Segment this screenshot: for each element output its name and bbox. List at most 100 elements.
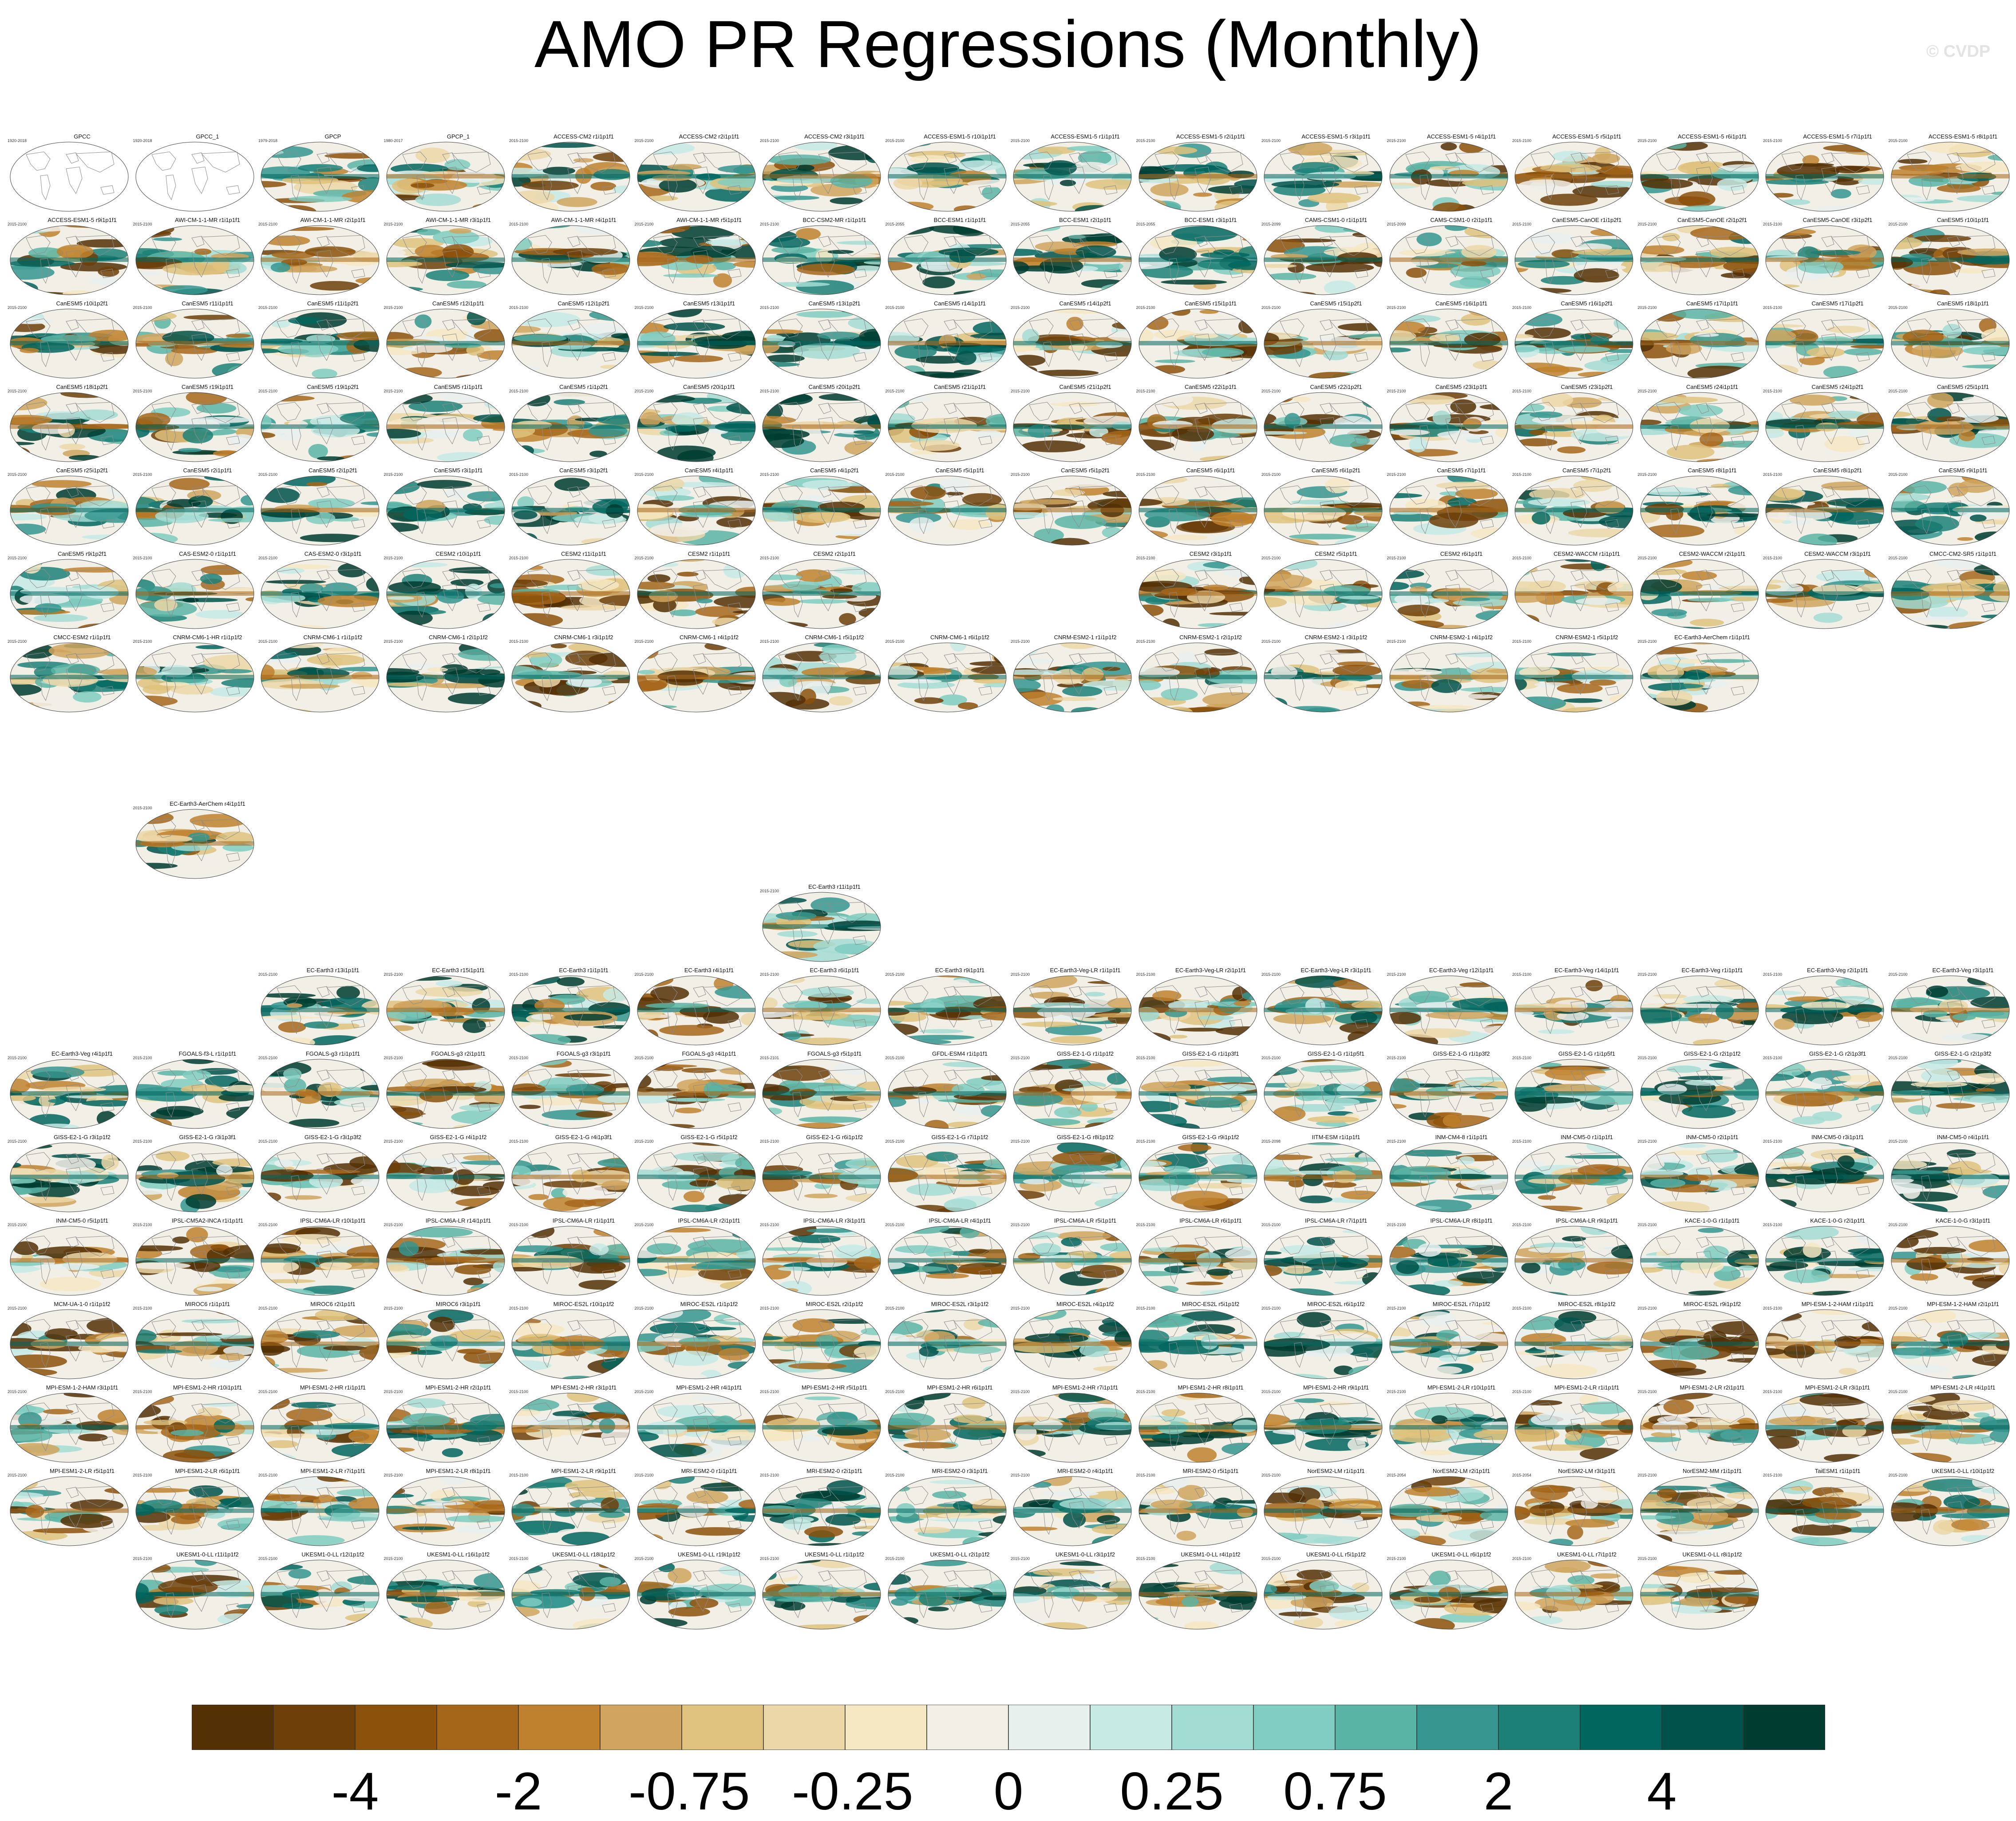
regression-map [135, 475, 255, 546]
panel-title: GPCC [33, 133, 131, 140]
regression-map [636, 1058, 756, 1129]
panel-title: MPI-ESM-1-2-HAM r3i1p1f1 [33, 1384, 131, 1391]
panel-title: CanESM5-CanOE r2i1p2f1 [1664, 217, 1761, 224]
regression-map [135, 1142, 255, 1213]
panel-title: MRI-ESM2-0 r5i1p1f1 [1162, 1468, 1260, 1475]
colorbar-bin [1335, 1705, 1417, 1750]
regression-map [1263, 1058, 1383, 1129]
regression-map [1890, 1225, 2010, 1296]
regression-map [1765, 1225, 1885, 1296]
panel-title: EC-Earth3-Veg-LR r3i1p1f1 [1287, 967, 1385, 974]
panel-title: ACCESS-CM2 r2i1p1f1 [660, 133, 758, 140]
panel-title: EC-Earth3-Veg r1i1p1f1 [1664, 967, 1761, 974]
panel-title: INM-CM5-0 r3i1p1f1 [1789, 1134, 1886, 1141]
regression-map [1389, 225, 1509, 296]
regression-map [511, 975, 631, 1046]
panel-title: MIROC6 r3i1p1f1 [410, 1301, 507, 1308]
panel-title: UKESM1-0-LL r18i1p1f2 [535, 1551, 632, 1558]
panel-title: CESM2 r5i1p1f1 [1287, 550, 1385, 558]
regression-map [762, 1392, 882, 1463]
panel-title: IPSL-CM6A-LR r7i1p1f1 [1287, 1217, 1385, 1224]
regression-map [762, 891, 882, 962]
panel-title: CanESM5 r10i1p1f1 [1914, 217, 2012, 224]
regression-map [386, 308, 506, 379]
regression-map [135, 392, 255, 463]
panel-title: IPSL-CM6A-LR r2i1p1f1 [660, 1217, 758, 1224]
panel-title: CanESM5 r18i1p1f1 [1914, 300, 2012, 307]
panel-title: CNRM-ESM2-1 r1i1p1f2 [1036, 634, 1134, 641]
panel-title: INM-CM5-0 r2i1p1f1 [1664, 1134, 1761, 1141]
regression-map [1640, 1142, 1759, 1213]
regression-map [260, 1058, 380, 1129]
regression-map [1890, 1309, 2010, 1380]
panel-title: MPI-ESM1-2-LR r7i1p1f1 [284, 1468, 382, 1475]
regression-map [135, 308, 255, 379]
regression-map [1514, 1225, 1634, 1296]
colorbar [192, 1705, 1825, 1750]
regression-map [1640, 1392, 1759, 1463]
regression-map [1389, 1392, 1509, 1463]
panel-title: UKESM1-0-LL r1i1p1f2 [786, 1551, 883, 1558]
colorbar-bin [1090, 1705, 1172, 1750]
regression-map [260, 141, 380, 212]
panel-title: GISS-E2-1-G r6i1p1f2 [786, 1134, 883, 1141]
regression-map [1012, 975, 1132, 1046]
panel-title: MPI-ESM1-2-LR r6i1p1f1 [159, 1468, 257, 1475]
panel-title: CAMS-CSM1-0 r2i1p1f1 [1413, 217, 1510, 224]
regression-map [1263, 1476, 1383, 1547]
panel-title: CNRM-ESM2-1 r5i1p1f2 [1538, 634, 1636, 641]
panel-title: EC-Earth3 r9i1p1f1 [911, 967, 1009, 974]
regression-map [1514, 1309, 1634, 1380]
panel-title: CESM2 r10i1p1f1 [410, 550, 507, 558]
panel-title: KACE-1-0-G r2i1p1f1 [1789, 1217, 1886, 1224]
panel-title: CanESM5 r9i1p1f1 [1914, 467, 2012, 474]
panel-title: IPSL-CM6A-LR r1i1p1f1 [535, 1217, 632, 1224]
panel-title: CanESM5 r1i1p2f1 [535, 384, 632, 391]
regression-map [887, 308, 1007, 379]
regression-map [386, 558, 506, 629]
regression-map [762, 1058, 882, 1129]
colorbar-bin [682, 1705, 763, 1750]
panel-title: MIROC-ES2L r10i1p1f2 [535, 1301, 632, 1308]
panel-title: CanESM5-CanOE r3i1p2f1 [1789, 217, 1886, 224]
panel-title: CESM2 r1i1p1f1 [660, 550, 758, 558]
regression-map [887, 475, 1007, 546]
panel-title: UKESM1-0-LL r11i1p1f2 [159, 1551, 257, 1558]
panel-title: INM-CM4-8 r1i1p1f1 [1413, 1134, 1510, 1141]
